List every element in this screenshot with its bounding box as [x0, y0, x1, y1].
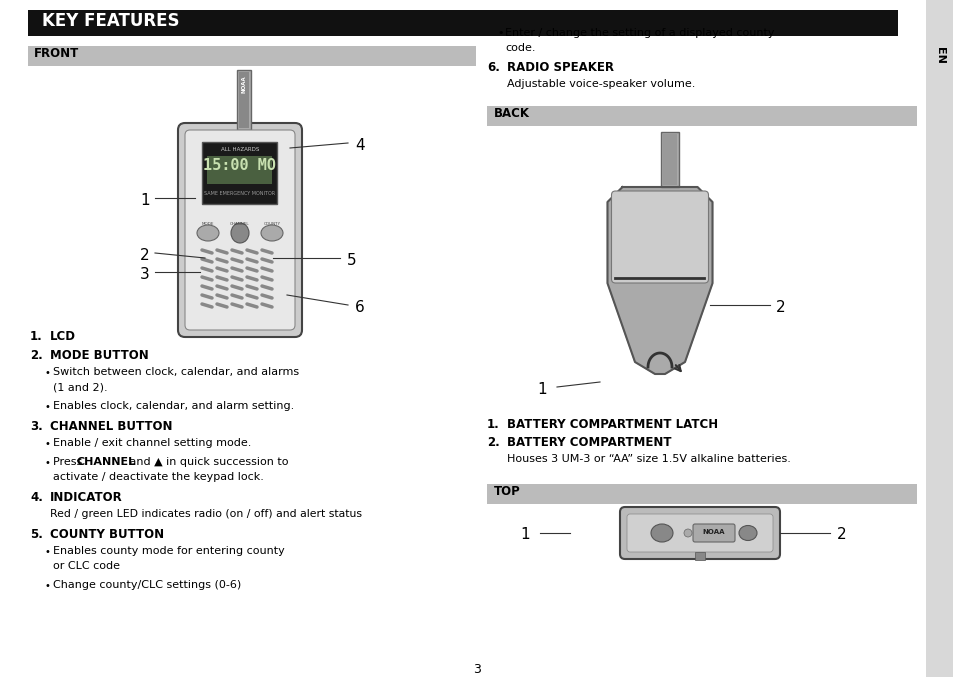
Text: Enable / exit channel setting mode.: Enable / exit channel setting mode.: [53, 438, 251, 448]
Text: 2.: 2.: [486, 436, 499, 449]
Text: •: •: [45, 547, 51, 557]
Text: •: •: [45, 581, 51, 591]
Text: 1.: 1.: [30, 330, 43, 343]
Bar: [695, 552, 704, 560]
Text: BATTERY COMPARTMENT LATCH: BATTERY COMPARTMENT LATCH: [506, 418, 718, 431]
Text: Switch between clock, calendar, and alarms: Switch between clock, calendar, and alar…: [53, 367, 299, 377]
Ellipse shape: [683, 529, 691, 537]
Bar: [239, 72, 249, 128]
Text: (1 and 2).: (1 and 2).: [53, 382, 108, 392]
Text: COUNTY: COUNTY: [263, 222, 280, 226]
Text: MODE: MODE: [201, 222, 214, 226]
Bar: [925, 0, 953, 677]
Text: 3: 3: [473, 663, 480, 676]
Ellipse shape: [650, 524, 672, 542]
Text: 2: 2: [775, 300, 785, 315]
Text: RADIO SPEAKER: RADIO SPEAKER: [506, 61, 614, 74]
Text: BACK: BACK: [494, 107, 530, 120]
Text: 4: 4: [355, 138, 364, 153]
Bar: [28, 46, 476, 66]
Text: CHANNEL: CHANNEL: [77, 457, 136, 467]
Text: COUNTY BUTTON: COUNTY BUTTON: [50, 528, 164, 541]
Text: 1: 1: [519, 527, 529, 542]
Text: 5.: 5.: [30, 528, 43, 541]
Ellipse shape: [231, 223, 249, 243]
Text: 2.: 2.: [30, 349, 43, 362]
Bar: [202, 142, 277, 204]
Text: •: •: [45, 439, 51, 449]
Text: NOAA: NOAA: [241, 75, 246, 93]
Text: 3: 3: [140, 267, 150, 282]
Ellipse shape: [739, 525, 757, 540]
Bar: [660, 132, 679, 187]
Text: •: •: [45, 458, 51, 468]
FancyBboxPatch shape: [178, 123, 302, 337]
Ellipse shape: [261, 225, 283, 241]
Text: •: •: [497, 28, 503, 38]
Text: SAME EMERGENCY MONITOR: SAME EMERGENCY MONITOR: [204, 191, 275, 196]
Text: 15:00 MO: 15:00 MO: [203, 158, 276, 173]
Text: Press: Press: [53, 457, 86, 467]
Text: MODE BUTTON: MODE BUTTON: [50, 349, 149, 362]
Text: 4.: 4.: [30, 491, 43, 504]
Bar: [236, 70, 251, 130]
Text: or CLC code: or CLC code: [53, 561, 120, 571]
Text: INDICATOR: INDICATOR: [50, 491, 123, 504]
Text: BATTERY COMPARTMENT: BATTERY COMPARTMENT: [506, 436, 671, 449]
Text: •: •: [45, 402, 51, 412]
Text: TOP: TOP: [494, 485, 520, 498]
Text: CHANNEL: CHANNEL: [230, 222, 250, 226]
Text: 1.: 1.: [486, 418, 499, 431]
Text: 3.: 3.: [30, 420, 43, 433]
Text: 1: 1: [537, 382, 546, 397]
Text: •: •: [45, 368, 51, 378]
Text: and ▲ in quick succession to: and ▲ in quick succession to: [126, 457, 288, 467]
Text: Adjustable voice-speaker volume.: Adjustable voice-speaker volume.: [506, 79, 695, 89]
Text: LCD: LCD: [50, 330, 76, 343]
Text: Houses 3 UM-3 or “AA” size 1.5V alkaline batteries.: Houses 3 UM-3 or “AA” size 1.5V alkaline…: [506, 454, 790, 464]
Text: activate / deactivate the keypad lock.: activate / deactivate the keypad lock.: [53, 472, 264, 482]
Text: Enables clock, calendar, and alarm setting.: Enables clock, calendar, and alarm setti…: [53, 401, 294, 411]
Bar: [662, 134, 677, 185]
Polygon shape: [607, 187, 712, 374]
Bar: [208, 156, 273, 184]
Ellipse shape: [196, 225, 219, 241]
Bar: [486, 106, 916, 126]
Text: 6: 6: [355, 300, 364, 315]
Text: KEY FEATURES: KEY FEATURES: [42, 12, 179, 30]
Text: Enables county mode for entering county: Enables county mode for entering county: [53, 546, 284, 556]
Text: Change county/CLC settings (0-6): Change county/CLC settings (0-6): [53, 580, 241, 590]
Text: 6.: 6.: [486, 61, 499, 74]
FancyBboxPatch shape: [185, 130, 294, 330]
Bar: [28, 10, 897, 36]
Text: 5: 5: [347, 253, 356, 268]
Text: CHANNEL BUTTON: CHANNEL BUTTON: [50, 420, 172, 433]
Text: 1: 1: [140, 193, 150, 208]
Text: 2: 2: [140, 248, 150, 263]
Bar: [486, 484, 916, 504]
FancyBboxPatch shape: [692, 524, 734, 542]
FancyBboxPatch shape: [626, 514, 772, 552]
Text: Red / green LED indicates radio (on / off) and alert status: Red / green LED indicates radio (on / of…: [50, 509, 361, 519]
FancyBboxPatch shape: [619, 507, 780, 559]
Text: FRONT: FRONT: [34, 47, 79, 60]
Text: code.: code.: [504, 43, 535, 53]
Text: NOAA: NOAA: [702, 529, 724, 535]
Text: Enter / change the setting of a displayed county: Enter / change the setting of a displaye…: [504, 28, 774, 38]
Text: EN: EN: [934, 47, 944, 64]
FancyBboxPatch shape: [611, 191, 708, 283]
Text: 2: 2: [836, 527, 845, 542]
Text: ALL HAZARDS: ALL HAZARDS: [220, 147, 259, 152]
